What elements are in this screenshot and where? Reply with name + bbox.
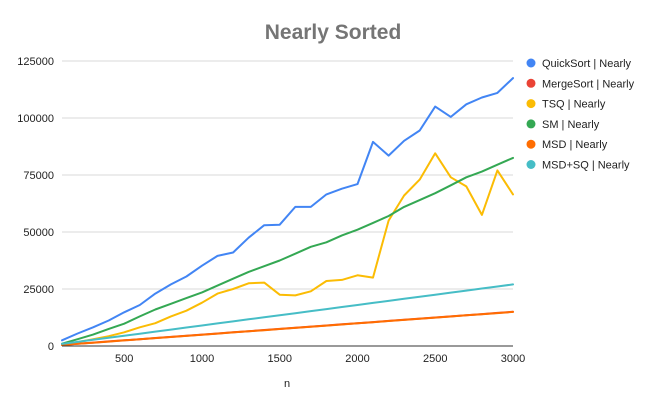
y-tick-label: 25000 [23,284,54,296]
x-axis-ticks: 500 1000 1500 2000 2500 3000 [115,353,525,365]
legend-label: MSD+SQ | Nearly [542,160,630,172]
legend-label: MSD | Nearly [542,139,608,151]
legend-label: QuickSort | Nearly [542,58,632,70]
x-tick-label: 2000 [345,353,369,365]
legend: QuickSort | Nearly MergeSort | Nearly TSQ … [526,58,635,172]
x-tick-label: 1000 [190,353,214,365]
y-tick-label: 0 [48,341,54,353]
x-tick-label: 3000 [501,353,525,365]
series-line-3 [61,156,514,345]
x-tick-label: 1500 [267,353,291,365]
legend-swatch [526,160,536,169]
series-line-0 [61,77,514,342]
y-tick-label: 100000 [17,113,54,125]
y-tick-label: 50000 [23,227,54,239]
series-line-5 [61,283,514,345]
x-axis-label: n [284,378,290,390]
chart-title: Nearly Sorted [265,21,402,44]
legend-swatch [526,99,536,109]
legend-swatch [526,119,536,129]
x-tick-label: 2500 [423,353,447,365]
legend-label: MergeSort | Nearly [542,78,635,90]
legend-swatch [526,58,536,68]
y-tick-label: 75000 [23,170,54,182]
series-line-2 [61,152,514,346]
legend-label: TSQ | Nearly [542,99,606,111]
x-tick-label: 500 [115,353,133,365]
legend-swatch [526,78,536,88]
y-axis-ticks: 0 25000 50000 75000 100000 125000 [17,56,54,353]
legend-label: SM | Nearly [542,119,600,131]
series-line-4 [61,310,514,346]
y-tick-label: 125000 [17,56,54,68]
legend-swatch [526,139,536,149]
gridlines [62,60,513,290]
series-lines [61,77,514,346]
